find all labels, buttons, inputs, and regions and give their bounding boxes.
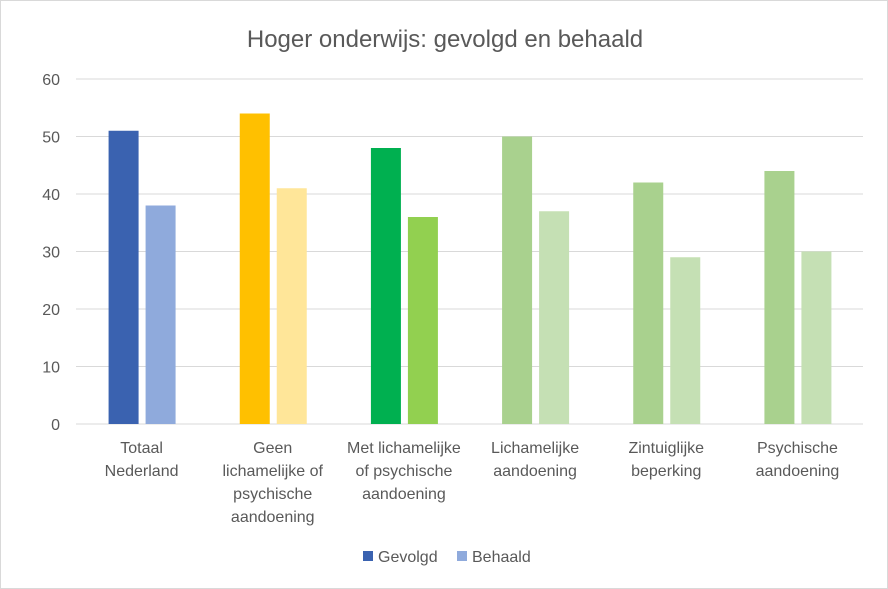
x-tick-label: Lichamelijke — [491, 440, 579, 457]
y-tick-label: 10 — [42, 360, 60, 377]
legend-label-behaald: Behaald — [472, 549, 531, 566]
bar-behaald-5 — [801, 251, 832, 424]
x-tick-label: Totaal — [120, 440, 163, 457]
x-tick-label: Psychische — [757, 440, 838, 457]
bar-behaald-4 — [670, 257, 701, 424]
bar-gevolgd-0 — [108, 130, 139, 424]
bar-behaald-3 — [539, 211, 570, 424]
bar-behaald-0 — [145, 205, 176, 424]
x-tick-label: aandoening — [231, 509, 315, 526]
x-axis: Totaal Nederland Geen lichamelijke of psychi… — [105, 440, 840, 526]
x-tick-label: beperking — [631, 463, 701, 480]
bar-gevolgd-3 — [502, 136, 533, 424]
x-tick-label: psychische — [233, 486, 312, 503]
gridlines — [76, 78, 863, 425]
x-tick-label: Zintuiglijke — [628, 440, 704, 457]
y-axis: 0 10 20 30 40 50 60 — [42, 72, 60, 434]
x-tick-label: of psychische — [355, 463, 452, 480]
x-tick-label: aandoening — [362, 486, 446, 503]
bar-gevolgd-4 — [633, 182, 664, 424]
y-tick-label: 50 — [42, 130, 60, 147]
legend-swatch-behaald — [457, 551, 467, 561]
legend-swatch-gevolgd — [363, 551, 373, 561]
bars — [108, 113, 832, 424]
x-tick-label: aandoening — [493, 463, 577, 480]
y-tick-label: 40 — [42, 187, 60, 204]
legend: Gevolgd Behaald — [363, 549, 531, 566]
y-tick-label: 30 — [42, 245, 60, 262]
x-tick-label: aandoening — [756, 463, 840, 480]
x-tick-label: Met lichamelijke — [347, 440, 461, 457]
chart-title: Hoger onderwijs: gevolgd en behaald — [247, 26, 643, 53]
x-tick-label: Geen — [253, 440, 292, 457]
legend-label-gevolgd: Gevolgd — [378, 549, 438, 566]
bar-behaald-2 — [407, 217, 438, 424]
x-tick-label: lichamelijke of — [223, 463, 324, 480]
bar-gevolgd-5 — [764, 171, 795, 424]
bar-gevolgd-2 — [370, 148, 401, 424]
y-tick-label: 20 — [42, 302, 60, 319]
bar-behaald-1 — [276, 188, 307, 424]
x-tick-label: Nederland — [105, 463, 179, 480]
bar-gevolgd-1 — [239, 113, 270, 424]
y-tick-label: 0 — [51, 417, 60, 434]
y-tick-label: 60 — [42, 72, 60, 89]
